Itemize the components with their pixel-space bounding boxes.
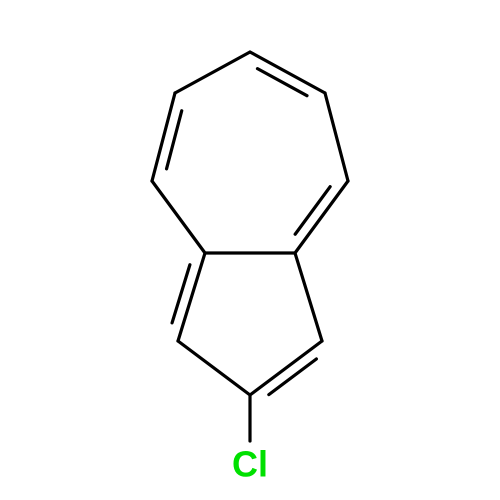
chlorine-label: Cl [232,444,268,485]
bond-line [325,93,348,181]
bond-line [295,181,348,253]
bond-line [257,69,307,96]
bond-line [178,341,250,395]
molecule-diagram: Cl [0,0,500,500]
bonds-layer [152,52,348,441]
bond-line [295,253,322,341]
bond-line [250,341,322,395]
bond-line [178,253,205,341]
bond-line [152,181,205,253]
bond-line [152,93,175,181]
bond-line [175,52,250,93]
